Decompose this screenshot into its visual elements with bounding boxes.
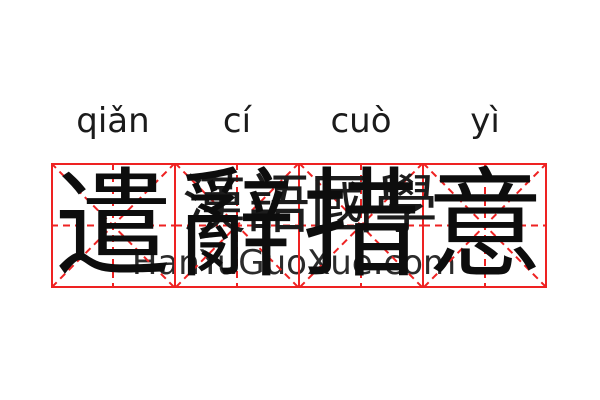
watermark-hanzi: 漢語國學: [182, 169, 438, 243]
pinyin-syllable-4: yì: [470, 101, 500, 141]
hanzi-char-1: 遣: [53, 156, 172, 294]
hanzi-char-4: 意: [425, 156, 544, 294]
mi-grid-lines: [51, 163, 547, 288]
pinyin-syllable-1: qiǎn: [76, 101, 150, 141]
hanzi-char-2: 辭: [177, 156, 296, 294]
hanzi-char-3: 措: [301, 156, 420, 294]
pinyin-syllable-2: cí: [222, 101, 252, 141]
mi-grid: [51, 163, 547, 288]
pinyin-syllable-3: cuò: [330, 101, 392, 141]
